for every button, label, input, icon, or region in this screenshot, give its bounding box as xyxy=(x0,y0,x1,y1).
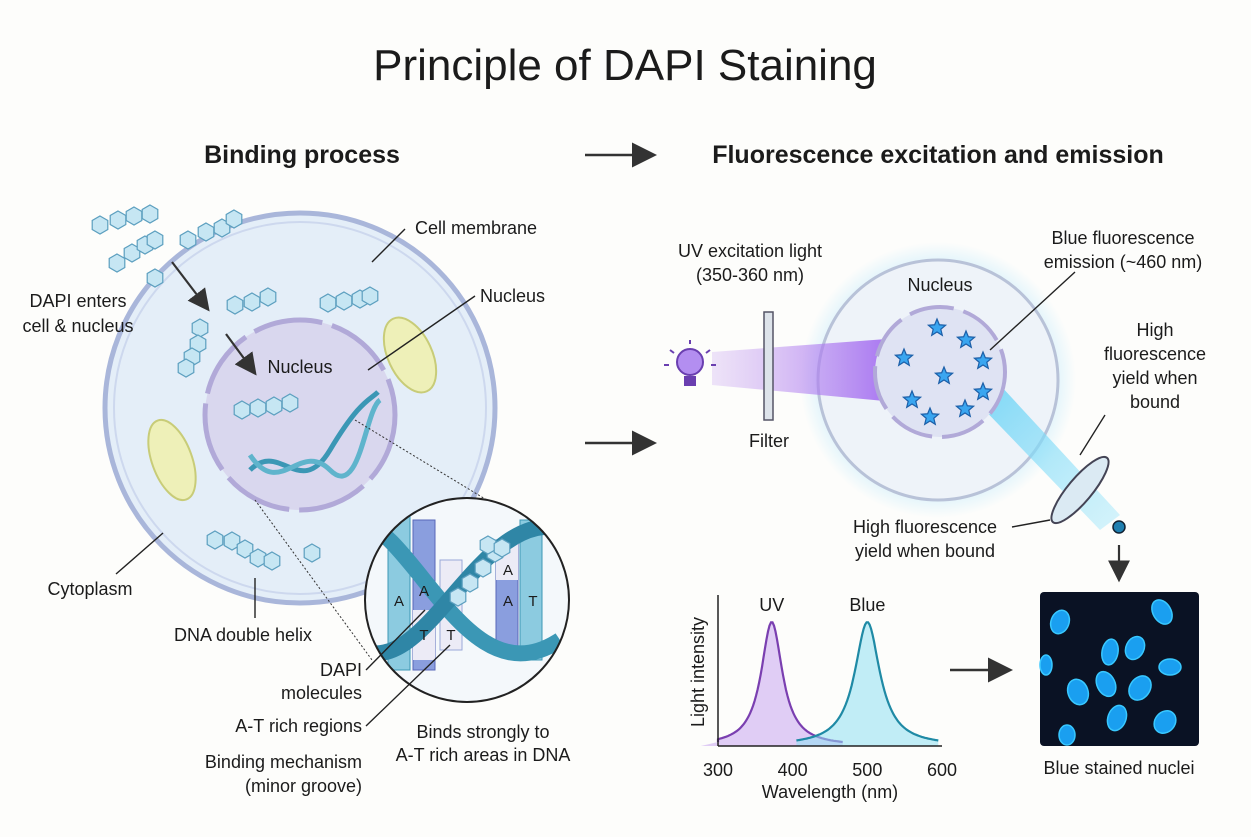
nucleus-blob xyxy=(1066,678,1090,706)
y-axis-label: Light intensity xyxy=(688,617,708,727)
x-tick-label: 400 xyxy=(778,760,808,780)
label-filter: Filter xyxy=(749,431,789,451)
x-tick-label: 500 xyxy=(852,760,882,780)
label-blue-emission-1: Blue fluorescence xyxy=(1051,228,1194,248)
nucleus-blob xyxy=(1124,635,1146,661)
nucleus-blob xyxy=(1095,670,1117,698)
nucleus-blob xyxy=(1153,710,1177,734)
label-nucleus-inner: Nucleus xyxy=(267,357,332,377)
label-nucleus-right: Nucleus xyxy=(907,275,972,295)
detector-dot xyxy=(1112,520,1126,534)
series-area xyxy=(700,622,843,746)
label-binding-mechanism-1: Binding mechanism xyxy=(205,752,362,772)
label-cytoplasm: Cytoplasm xyxy=(47,579,132,599)
lens xyxy=(1050,455,1110,525)
base-label: T xyxy=(446,627,455,644)
nucleus xyxy=(202,317,398,513)
label-high-yield-r-3: yield when xyxy=(1112,368,1197,388)
bulb-icon xyxy=(664,340,716,386)
dna-helix xyxy=(247,390,382,479)
star-icon xyxy=(954,398,976,418)
base-label: A xyxy=(503,562,513,579)
nucleus-blob xyxy=(1128,675,1152,701)
stained-nuclei xyxy=(1039,599,1182,746)
fluorescence-heading: Fluorescence excitation and emission xyxy=(712,141,1164,169)
label-dapi-enters-1: DAPI enters xyxy=(29,291,126,311)
base-label: A xyxy=(394,593,404,610)
star-icon xyxy=(972,381,994,401)
label-blue-emission-2: emission (~460 nm) xyxy=(1044,252,1203,272)
page-title: Principle of DAPI Staining xyxy=(373,41,877,90)
spectrum-chart: 300 400 500 600 Wavelength (nm) Light inten… xyxy=(688,595,957,802)
label-dapi-enters-2: cell & nucleus xyxy=(22,316,133,336)
stained-nuclei-image xyxy=(1040,592,1199,746)
base-labels: A A T T A A T xyxy=(394,562,538,644)
star-icon xyxy=(901,389,923,409)
label-binding-mechanism-2: (minor groove) xyxy=(245,776,362,796)
label-high-yield-r-1: High xyxy=(1136,320,1173,340)
nucleus-blob xyxy=(1101,638,1119,666)
star-icon xyxy=(972,350,994,370)
label-dna-double-helix: DNA double helix xyxy=(174,625,312,645)
label-nucleus-outer: Nucleus xyxy=(480,286,545,306)
entry-arrow xyxy=(225,333,257,376)
star-icon xyxy=(926,317,948,337)
series-area xyxy=(796,622,939,746)
cell xyxy=(91,204,498,661)
label-uv-light-2: (350-360 nm) xyxy=(696,265,804,285)
binding-process-heading: Binding process xyxy=(204,141,400,169)
label-at-rich-regions: A-T rich regions xyxy=(235,716,362,736)
star-icon xyxy=(893,347,915,367)
mitochondrion xyxy=(382,316,438,394)
series-label-uv: UV xyxy=(759,595,784,615)
label-high-yield-l-2: yield when bound xyxy=(855,541,995,561)
base-label: A xyxy=(419,583,429,600)
base-label: T xyxy=(528,593,537,610)
star-icon xyxy=(933,365,955,385)
nucleus-blob xyxy=(1106,704,1128,732)
nucleus-blob xyxy=(1039,654,1053,676)
star-icon xyxy=(955,329,977,349)
nucleus-blob xyxy=(1151,599,1173,625)
x-tick-label: 600 xyxy=(927,760,957,780)
series-label-blue: Blue xyxy=(849,595,885,615)
label-high-yield-r-4: bound xyxy=(1130,392,1180,412)
label-cell-membrane: Cell membrane xyxy=(415,218,537,238)
label-high-yield-r-2: fluorescence xyxy=(1104,344,1206,364)
base-label: A xyxy=(503,593,513,610)
label-binds-strongly-1: Binds strongly to xyxy=(416,722,549,742)
label-high-yield-l-1: High fluorescence xyxy=(853,517,997,537)
x-tick-label: 300 xyxy=(703,760,733,780)
label-dapi-molecules-2: molecules xyxy=(281,683,362,703)
x-axis-label: Wavelength (nm) xyxy=(762,782,898,802)
star-icon xyxy=(919,406,941,426)
filter xyxy=(763,311,774,421)
uv-beam xyxy=(712,338,900,402)
label-dapi-molecules-1: DAPI xyxy=(320,660,362,680)
series-line xyxy=(796,621,939,742)
nucleus-blob xyxy=(1049,609,1071,635)
label-binds-strongly-2: A-T rich areas in DNA xyxy=(396,745,571,765)
entry-arrow xyxy=(171,261,210,312)
label-stained-nuclei: Blue stained nuclei xyxy=(1043,758,1194,778)
nucleus-blob xyxy=(1158,658,1182,676)
label-uv-light-1: UV excitation light xyxy=(678,241,822,261)
fluorescent-stars xyxy=(893,317,994,426)
base-label: T xyxy=(419,627,428,644)
mitochondrion xyxy=(147,418,197,502)
nucleus-blob xyxy=(1058,724,1076,746)
